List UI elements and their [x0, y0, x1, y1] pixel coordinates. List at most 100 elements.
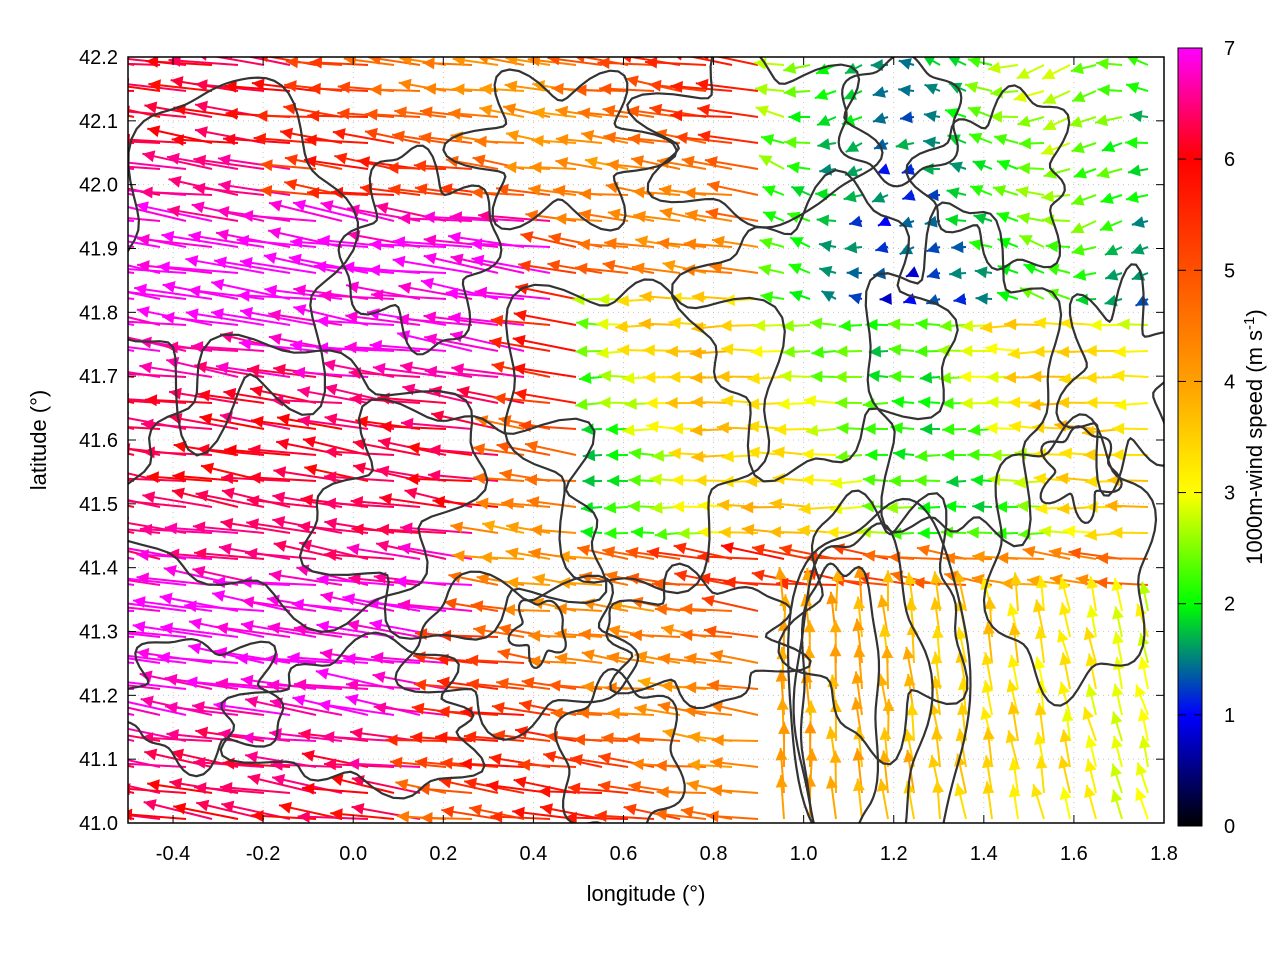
wind-vector-head: [951, 241, 964, 254]
wind-vector-head: [414, 183, 428, 196]
wind-vector-head: [997, 159, 1011, 171]
wind-vector-head: [761, 134, 775, 146]
wind-vector-head: [745, 475, 758, 488]
wind-vector-head: [1131, 216, 1145, 228]
wind-vector-head: [493, 392, 506, 405]
wind-vector-head: [603, 501, 617, 514]
wind-vector-head: [993, 133, 1008, 146]
wind-vector-head: [803, 620, 816, 633]
wind-vector-head: [982, 622, 995, 635]
wind-vector-head: [351, 803, 365, 815]
wind-vector: [184, 604, 265, 612]
wind-vector-head: [665, 397, 678, 410]
wind-vector-head: [194, 547, 207, 560]
wind-vector: [345, 683, 421, 690]
wind-vector-head: [903, 729, 915, 743]
wind-vector-head: [581, 129, 595, 142]
wind-vector-head: [691, 291, 705, 304]
wind-vector-head: [695, 78, 709, 91]
wind-vector-head: [400, 417, 414, 430]
wind-vector-head: [948, 82, 963, 94]
wind-vector-head: [471, 254, 485, 267]
wind-vector-head: [192, 521, 206, 534]
wind-vector-head: [320, 591, 334, 604]
colorbar-gradient: [1177, 47, 1203, 827]
wind-vector-head: [1111, 683, 1124, 697]
wind-vector-head: [84, 337, 97, 349]
wind-vector-head: [506, 521, 520, 534]
wind-vector-head: [1105, 499, 1118, 512]
wind-vector-head: [628, 474, 641, 487]
wind-vector-head: [365, 108, 378, 121]
wind-vector-head: [575, 345, 588, 358]
wind-vector-head: [470, 600, 484, 613]
wind-vector-head: [1105, 269, 1119, 281]
wind-vector: [128, 217, 161, 222]
wind-vector-head: [245, 696, 259, 708]
wind-vector-head: [128, 808, 133, 821]
wind-vector-head: [582, 449, 596, 462]
y-tick-label: 41.1: [79, 749, 118, 771]
wind-vector-head: [953, 570, 966, 584]
wind-vector-head: [574, 262, 588, 275]
wind-vector-head: [551, 82, 564, 95]
wind-vector-head: [919, 371, 933, 384]
wind-vector-head: [844, 241, 858, 254]
wind-vector-head: [957, 702, 970, 716]
wind-vector-head: [526, 496, 540, 509]
wind-vector-head: [826, 526, 839, 539]
wind-vector-head: [65, 365, 78, 377]
wind-vector: [237, 294, 317, 300]
wind-vector: [347, 762, 421, 768]
wind-vector-head: [246, 364, 260, 377]
wind-vector: [291, 602, 369, 612]
y-tick-label: 42.2: [79, 47, 118, 69]
wind-vector-head: [241, 731, 254, 744]
wind-vector-head: [56, 306, 69, 318]
wind-vector-head: [185, 255, 199, 267]
wind-vector-head: [1084, 528, 1097, 541]
wind-vector-head: [788, 111, 801, 124]
wind-vector-head: [1071, 194, 1085, 206]
wind-vector-head: [981, 680, 994, 694]
wind-vector-head: [877, 215, 892, 227]
wind-vector-head: [697, 526, 711, 539]
colorbar-tick-label: 6: [1224, 149, 1235, 171]
wind-vector-head: [783, 85, 796, 98]
wind-vector-head: [584, 156, 598, 169]
colorbar-tick-label: 2: [1224, 594, 1235, 616]
wind-vector-head: [631, 758, 644, 771]
wind-vector-head: [245, 751, 258, 764]
contour-line: [605, 562, 812, 710]
wind-vector-head: [163, 565, 177, 577]
wind-vector-head: [1033, 472, 1047, 485]
wind-vector-head: [420, 277, 435, 290]
y-tick-label: 41.5: [79, 494, 118, 516]
wind-vector-head: [930, 597, 943, 611]
wind-vector-head: [668, 371, 681, 384]
wind-vector-head: [316, 315, 329, 328]
wind-vector: [246, 57, 291, 66]
wind-vector-head: [479, 551, 492, 564]
wind-vector-head: [598, 752, 612, 765]
contour-line: [298, 398, 608, 641]
wind-vector-head: [582, 475, 595, 488]
wind-vector-head: [107, 263, 119, 275]
wind-vector-head: [684, 681, 697, 694]
wind-vector-head: [139, 523, 153, 536]
wind-vector-head: [1043, 92, 1057, 104]
wind-vector-head: [506, 129, 520, 142]
wind-vector-head: [709, 261, 723, 274]
wind-vector-head: [97, 100, 110, 112]
wind-vector-head: [1125, 191, 1139, 203]
wind-vector-head: [132, 596, 146, 608]
wind-vector-head: [289, 339, 303, 352]
x-tick-label: 0.2: [429, 843, 457, 865]
wind-vector-head: [300, 494, 314, 507]
colorbar-title-end: ): [1242, 309, 1267, 316]
wind-vector-head: [91, 725, 104, 737]
wind-vector-head: [916, 544, 930, 557]
wind-vector-head: [424, 365, 438, 378]
wind-vector-head: [89, 521, 102, 533]
wind-vector: [128, 738, 135, 742]
